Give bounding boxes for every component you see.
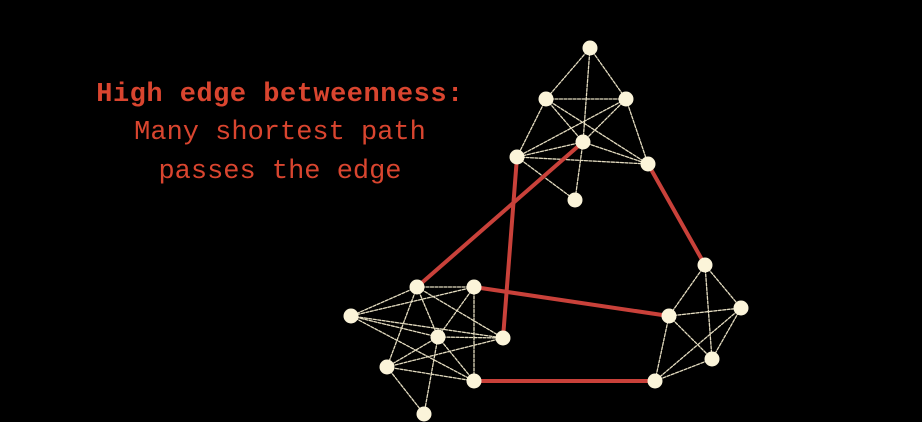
edge-b4-b5 bbox=[350, 315, 504, 339]
edge-a1-a4 bbox=[582, 47, 591, 143]
node-a6 bbox=[640, 156, 656, 172]
nodes-layer bbox=[343, 40, 749, 422]
node-b4 bbox=[343, 308, 359, 324]
edge-b1-b3 bbox=[416, 286, 439, 338]
edge-a3-a5 bbox=[516, 98, 627, 158]
node-c3 bbox=[733, 300, 749, 316]
node-a4 bbox=[575, 134, 591, 150]
caption: High edge betweenness: Many shortest pat… bbox=[30, 76, 530, 192]
edge-c3-c5 bbox=[654, 307, 742, 382]
node-c1 bbox=[697, 257, 713, 273]
edge-b3-b6 bbox=[437, 336, 475, 382]
node-b5 bbox=[495, 330, 511, 346]
bridge-edges-layer bbox=[415, 140, 707, 383]
caption-line-2: passes the edge bbox=[158, 157, 402, 187]
edge-b3-b4 bbox=[350, 315, 439, 338]
caption-headline: High edge betweenness: bbox=[96, 80, 464, 110]
edge-c2-c4 bbox=[668, 315, 713, 360]
node-b7 bbox=[379, 359, 395, 375]
node-a2 bbox=[538, 91, 554, 107]
node-b8 bbox=[416, 406, 432, 422]
bridge-edge-a5-b5 bbox=[501, 155, 519, 340]
edge-a4-a7 bbox=[574, 141, 584, 201]
edge-a2-a6 bbox=[545, 98, 649, 165]
edge-c1-c2 bbox=[668, 264, 706, 317]
node-c2 bbox=[661, 308, 677, 324]
node-c5 bbox=[647, 373, 663, 389]
edge-b7-b8 bbox=[386, 366, 425, 415]
node-a1 bbox=[582, 40, 598, 56]
edge-a2-a4 bbox=[545, 98, 584, 143]
edge-b4-b6 bbox=[350, 315, 475, 382]
edge-a3-a6 bbox=[625, 98, 649, 165]
edge-c2-c5 bbox=[654, 315, 670, 382]
edge-c1-c3 bbox=[704, 264, 742, 309]
edge-b1-b7 bbox=[386, 286, 418, 368]
edge-c4-c5 bbox=[654, 358, 713, 382]
edge-a2-a5 bbox=[516, 98, 547, 158]
bridge-edge-b2-c2 bbox=[472, 285, 671, 318]
node-a3 bbox=[618, 91, 634, 107]
edge-b5-b7 bbox=[386, 337, 504, 368]
node-b1 bbox=[409, 279, 425, 295]
edge-a1-a3 bbox=[589, 47, 627, 100]
edge-a3-a4 bbox=[582, 98, 627, 143]
edge-c1-c4 bbox=[704, 264, 713, 360]
edge-a4-a6 bbox=[582, 141, 649, 165]
edge-c3-c4 bbox=[711, 307, 742, 360]
bridge-edge-a6-c1 bbox=[646, 162, 707, 267]
edge-b2-b3 bbox=[437, 286, 475, 338]
edge-b3-b7 bbox=[386, 336, 439, 368]
node-b3 bbox=[430, 329, 446, 345]
node-a7 bbox=[567, 192, 583, 208]
edge-a4-a5 bbox=[516, 141, 584, 158]
edge-b3-b5 bbox=[437, 336, 504, 339]
edge-a1-a2 bbox=[545, 47, 591, 100]
edge-b1-b5 bbox=[416, 286, 504, 339]
edges-layer bbox=[350, 47, 742, 415]
node-b6 bbox=[466, 373, 482, 389]
edge-b2-b4 bbox=[350, 286, 475, 317]
edge-b3-b8 bbox=[423, 336, 439, 415]
node-b2 bbox=[466, 279, 482, 295]
edge-c2-c3 bbox=[668, 307, 742, 317]
node-c4 bbox=[704, 351, 720, 367]
bridge-edge-a4-b1 bbox=[415, 140, 585, 289]
edge-a5-a6 bbox=[516, 156, 649, 165]
edge-b1-b4 bbox=[350, 286, 418, 317]
node-a5 bbox=[509, 149, 525, 165]
edge-b6-b7 bbox=[386, 366, 475, 382]
caption-line-1: Many shortest path bbox=[134, 118, 426, 148]
edge-a5-a7 bbox=[516, 156, 576, 201]
